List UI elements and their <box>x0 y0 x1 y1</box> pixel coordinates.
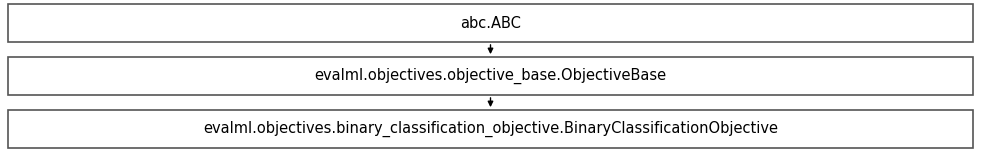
Bar <box>8 110 973 148</box>
Bar <box>8 57 973 95</box>
Text: evalml.objectives.objective_base.ObjectiveBase: evalml.objectives.objective_base.Objecti… <box>315 68 666 84</box>
Text: abc.ABC: abc.ABC <box>460 16 521 31</box>
Text: evalml.objectives.binary_classification_objective.BinaryClassificationObjective: evalml.objectives.binary_classification_… <box>203 121 778 137</box>
Bar <box>8 4 973 42</box>
